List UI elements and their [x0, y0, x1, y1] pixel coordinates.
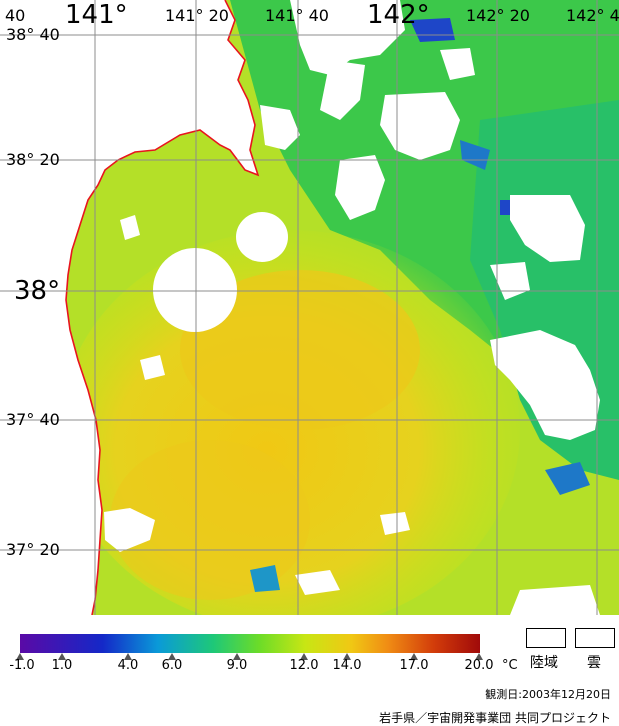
graticule: [0, 0, 619, 615]
legend-tick-label: 20.0: [464, 658, 494, 673]
legend-tick: [124, 653, 132, 660]
coastline: [65, 0, 260, 615]
legend-tick: [58, 653, 66, 660]
legend-tick-label: 1.0: [51, 658, 73, 673]
credit-text: 岩手県／宇宙開発事業団 共同プロジェクト: [379, 711, 611, 725]
legend-tick-label: -1.0: [9, 658, 35, 673]
cloud-swatch: [575, 628, 615, 648]
legend-tick: [410, 653, 418, 660]
land-area: [0, 0, 258, 615]
lon-label-142-20: 142° 20: [466, 6, 530, 25]
legend-unit: °C: [502, 658, 518, 673]
legend-tick-label: 9.0: [226, 658, 248, 673]
cold-patch: [460, 140, 490, 170]
cold-patch: [410, 18, 455, 42]
lon-label-corner: 40: [5, 6, 26, 25]
cloud: [380, 92, 460, 160]
cloud: [120, 215, 140, 240]
cold-patch: [545, 462, 590, 495]
legend-tick: [475, 653, 483, 660]
cloud: [236, 212, 288, 262]
legend-tick-label: 12.0: [289, 658, 319, 673]
lat-label-37-40: 37° 40: [6, 410, 60, 429]
cloud: [153, 248, 237, 332]
legend-tick: [343, 653, 351, 660]
cloud: [295, 570, 340, 595]
lon-label-141-40: 141° 40: [265, 6, 329, 25]
warm-core: [180, 270, 420, 430]
legend-tick: [233, 653, 241, 660]
observation-date: 観測日:2003年12月20日: [485, 688, 611, 701]
land-swatch: [526, 628, 566, 648]
lat-label-37-20: 37° 20: [6, 540, 60, 559]
lon-label-142-40: 142° 4: [566, 6, 619, 25]
cloud: [510, 195, 585, 262]
cloud-label: 雲: [587, 655, 601, 671]
lon-label-141: 141°: [65, 0, 128, 30]
cloud: [260, 105, 300, 150]
legend-tick-label: 4.0: [117, 658, 139, 673]
cloud: [104, 508, 155, 552]
cold-patch: [250, 565, 280, 592]
legend-tick-label: 6.0: [161, 658, 183, 673]
cloud: [440, 48, 475, 80]
cloud: [380, 512, 410, 535]
sst-map: [0, 0, 619, 615]
warm-core-south: [110, 440, 310, 600]
legend-tick-label: 14.0: [332, 658, 362, 673]
cloud: [490, 330, 600, 440]
lat-label-38-40: 38° 40: [6, 25, 60, 44]
lat-label-38-20: 38° 20: [6, 150, 60, 169]
legend-tick-label: 17.0: [399, 658, 429, 673]
cloud: [510, 585, 600, 615]
lat-label-38: 38°: [14, 276, 61, 306]
lon-label-141-20: 141° 20: [165, 6, 229, 25]
cloud: [335, 155, 385, 220]
legend-tick: [16, 653, 24, 660]
legend-tick: [168, 653, 176, 660]
legend-tick: [300, 653, 308, 660]
lon-label-142: 142°: [367, 0, 430, 30]
cloud: [290, 0, 405, 75]
land-label: 陸域: [530, 655, 558, 671]
cloud: [140, 355, 165, 380]
cloud: [320, 60, 365, 120]
temperature-color-bar: [20, 634, 480, 653]
